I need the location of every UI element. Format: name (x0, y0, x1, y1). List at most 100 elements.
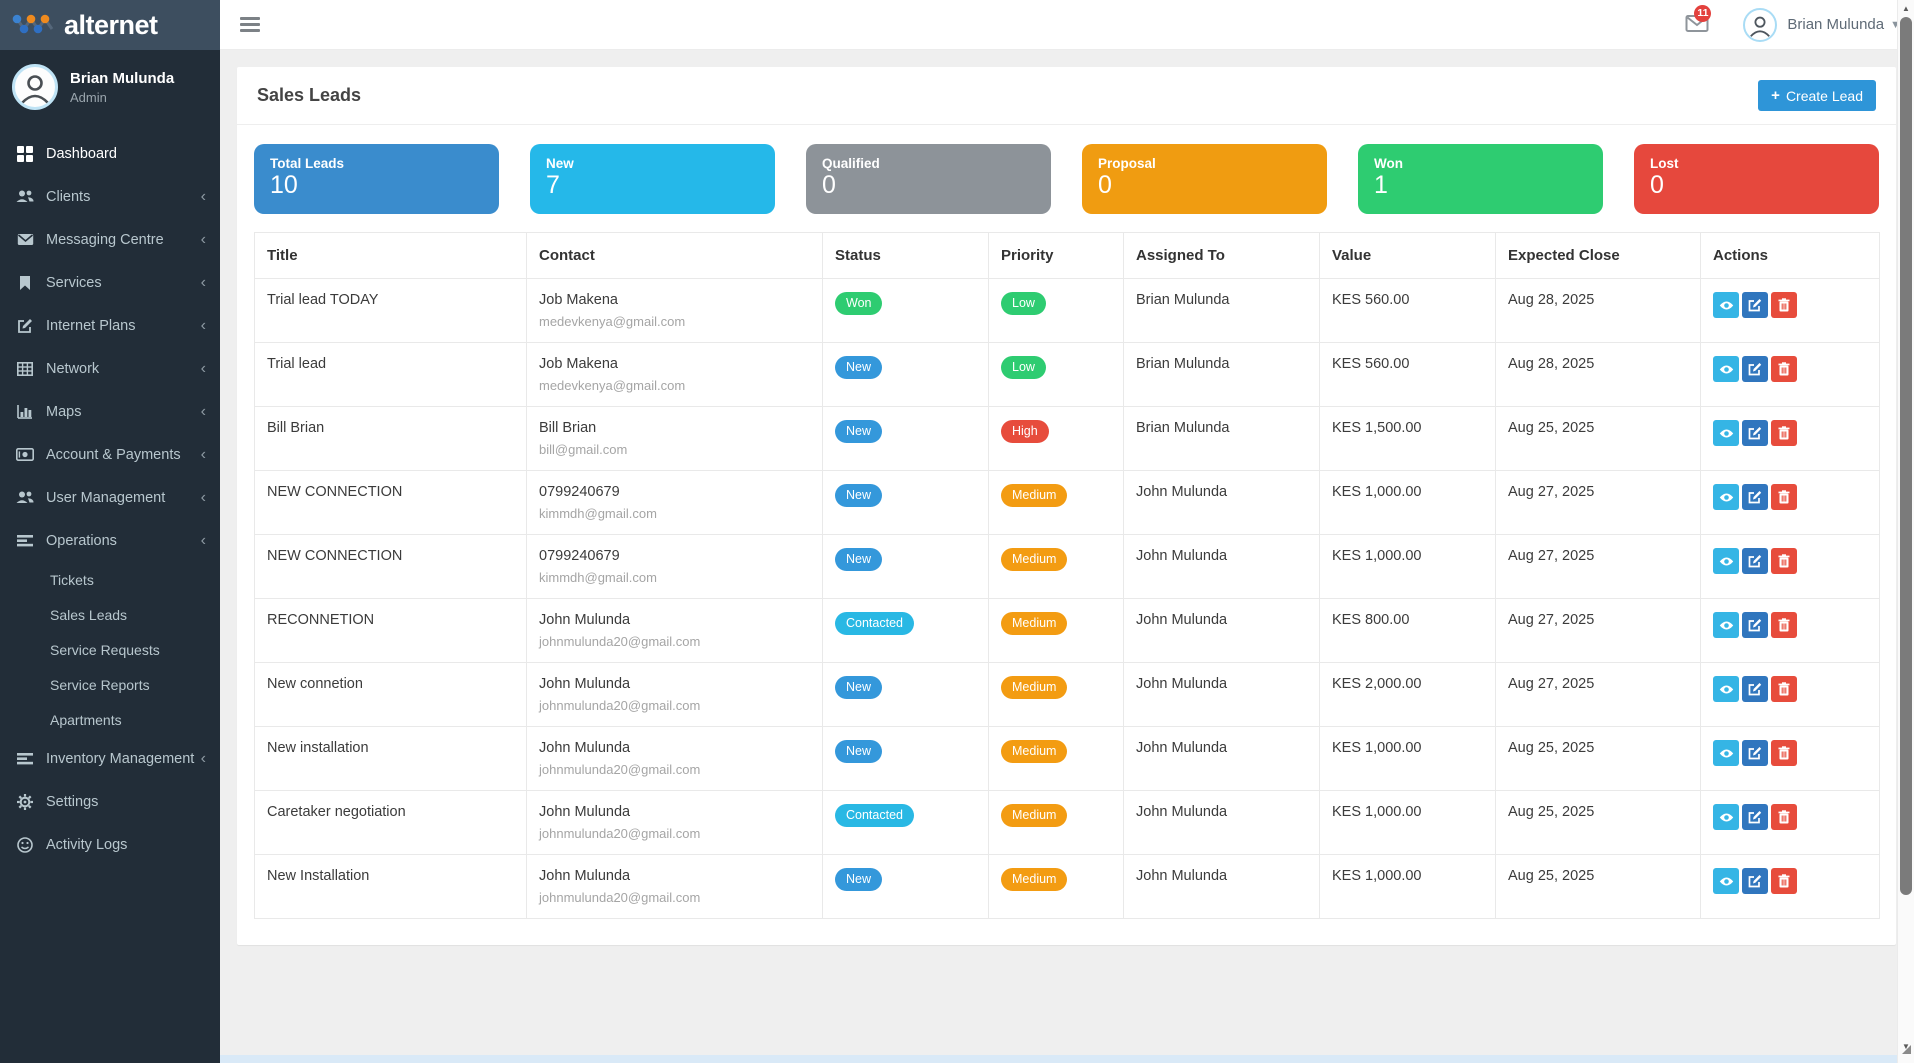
sidebar-item-label: User Management (46, 489, 166, 506)
chevron-left-icon: ‹ (200, 187, 206, 205)
sidebar-subitem-apartments[interactable]: Apartments (50, 711, 122, 728)
sidebar-item-operations[interactable]: Operations ‹ (0, 519, 220, 562)
sidebar-item-settings[interactable]: Settings (0, 780, 220, 823)
contact-email: kimmdh@gmail.com (539, 506, 657, 521)
edit-button[interactable] (1742, 804, 1768, 830)
table-row: NEW CONNECTION 0799240679 kimmdh@gmail.com… (254, 534, 1880, 599)
table-body: Trial lead TODAY Job Makena medevkenya@gma… (254, 278, 1880, 919)
stat-value: 0 (1098, 171, 1112, 199)
edit-icon (1748, 874, 1762, 888)
bookmark-icon (16, 274, 34, 292)
delete-button[interactable] (1771, 548, 1797, 574)
topbar-avatar (1743, 7, 1778, 42)
edit-button[interactable] (1742, 740, 1768, 766)
column-header-title: Title (254, 232, 527, 279)
view-button[interactable] (1713, 420, 1739, 446)
table-icon (16, 360, 34, 378)
edit-button[interactable] (1742, 612, 1768, 638)
lead-expected-close: Aug 27, 2025 (1495, 470, 1701, 535)
view-button[interactable] (1713, 612, 1739, 638)
delete-button[interactable] (1771, 420, 1797, 446)
contact-email: johnmulunda20@gmail.com (539, 698, 701, 713)
card-header: Sales Leads + Create Lead (237, 67, 1896, 125)
contact-email: bill@gmail.com (539, 442, 628, 457)
sidebar-item-network[interactable]: Network ‹ (0, 347, 220, 390)
sidebar-user-role: Admin (70, 89, 107, 105)
edit-button[interactable] (1742, 292, 1768, 318)
lead-value: KES 1,500.00 (1319, 406, 1496, 471)
user-avatar[interactable] (12, 64, 58, 110)
user-menu[interactable]: Brian Mulunda ▼ (1743, 7, 1901, 42)
view-button[interactable] (1713, 740, 1739, 766)
column-header-status: Status (822, 232, 989, 279)
sidebar-subitem-tickets[interactable]: Tickets (50, 571, 94, 588)
lead-value: KES 800.00 (1319, 598, 1496, 663)
horizontal-scrollbar[interactable] (220, 1055, 1914, 1063)
status-badge: New (835, 484, 883, 507)
sidebar-item-internet-plans[interactable]: Internet Plans ‹ (0, 304, 220, 347)
sidebar-item-services[interactable]: Services ‹ (0, 261, 220, 304)
sidebar-item-dashboard[interactable]: Dashboard (0, 132, 220, 175)
lead-actions (1700, 406, 1880, 471)
view-button[interactable] (1713, 548, 1739, 574)
scroll-up-arrow-icon[interactable]: ▲ (1902, 4, 1910, 13)
brand-logo[interactable]: alternet (0, 0, 220, 50)
edit-button[interactable] (1742, 420, 1768, 446)
delete-button[interactable] (1771, 740, 1797, 766)
chevron-left-icon: ‹ (200, 445, 206, 463)
sidebar-item-inventory-management[interactable]: Inventory Management ‹ (0, 737, 220, 780)
edit-button[interactable] (1742, 676, 1768, 702)
delete-button[interactable] (1771, 804, 1797, 830)
sidebar-subitem-service-requests[interactable]: Service Requests (50, 641, 160, 658)
stat-label: Lost (1650, 156, 1679, 171)
lead-contact: Job Makena medevkenya@gmail.com (526, 278, 823, 343)
priority-badge: Low (1001, 356, 1046, 379)
sidebar-item-clients[interactable]: Clients ‹ (0, 175, 220, 218)
messages-button[interactable]: 11 (1685, 4, 1712, 36)
sidebar-item-account-payments[interactable]: Account & Payments ‹ (0, 433, 220, 476)
delete-button[interactable] (1771, 356, 1797, 382)
eye-icon (1719, 876, 1734, 887)
sidebar-item-maps[interactable]: Maps ‹ (0, 390, 220, 433)
priority-badge: Medium (1001, 804, 1068, 827)
lead-status-cell: Won (822, 278, 989, 343)
scrollbar-thumb[interactable] (1900, 17, 1912, 895)
delete-button[interactable] (1771, 292, 1797, 318)
sidebar-item-user-management[interactable]: User Management ‹ (0, 476, 220, 519)
delete-button[interactable] (1771, 484, 1797, 510)
table-row: Trial lead TODAY Job Makena medevkenya@gma… (254, 278, 1880, 343)
edit-button[interactable] (1742, 868, 1768, 894)
vertical-scrollbar[interactable]: ▲ ▼ (1897, 0, 1914, 1063)
lead-expected-close: Aug 28, 2025 (1495, 342, 1701, 407)
lead-title: Trial lead (254, 342, 527, 407)
sidebar-item-messaging-centre[interactable]: Messaging Centre ‹ (0, 218, 220, 261)
edit-button[interactable] (1742, 548, 1768, 574)
view-button[interactable] (1713, 356, 1739, 382)
lead-value: KES 2,000.00 (1319, 662, 1496, 727)
sidebar-subitem-service-reports[interactable]: Service Reports (50, 676, 150, 693)
delete-button[interactable] (1771, 612, 1797, 638)
view-button[interactable] (1713, 676, 1739, 702)
view-button[interactable] (1713, 804, 1739, 830)
edit-button[interactable] (1742, 356, 1768, 382)
edit-button[interactable] (1742, 484, 1768, 510)
status-badge: New (835, 356, 883, 379)
lead-actions (1700, 534, 1880, 599)
table-row: NEW CONNECTION 0799240679 kimmdh@gmail.com… (254, 470, 1880, 535)
lead-contact: John Mulunda johnmulunda20@gmail.com (526, 662, 823, 727)
view-button[interactable] (1713, 868, 1739, 894)
stat-label: Won (1374, 156, 1403, 171)
sidebar-item-activity-logs[interactable]: Activity Logs (0, 823, 220, 866)
hamburger-menu-icon[interactable] (240, 14, 260, 35)
smiley-icon (16, 836, 34, 854)
view-button[interactable] (1713, 484, 1739, 510)
delete-button[interactable] (1771, 676, 1797, 702)
status-badge: New (835, 676, 883, 699)
table-row: New installation John Mulunda johnmulunda2… (254, 726, 1880, 791)
view-button[interactable] (1713, 292, 1739, 318)
column-header-expected-close: Expected Close (1495, 232, 1701, 279)
delete-button[interactable] (1771, 868, 1797, 894)
sidebar-subitem-sales-leads[interactable]: Sales Leads (50, 606, 128, 623)
create-lead-button[interactable]: + Create Lead (1758, 80, 1876, 111)
eye-icon (1719, 620, 1734, 631)
